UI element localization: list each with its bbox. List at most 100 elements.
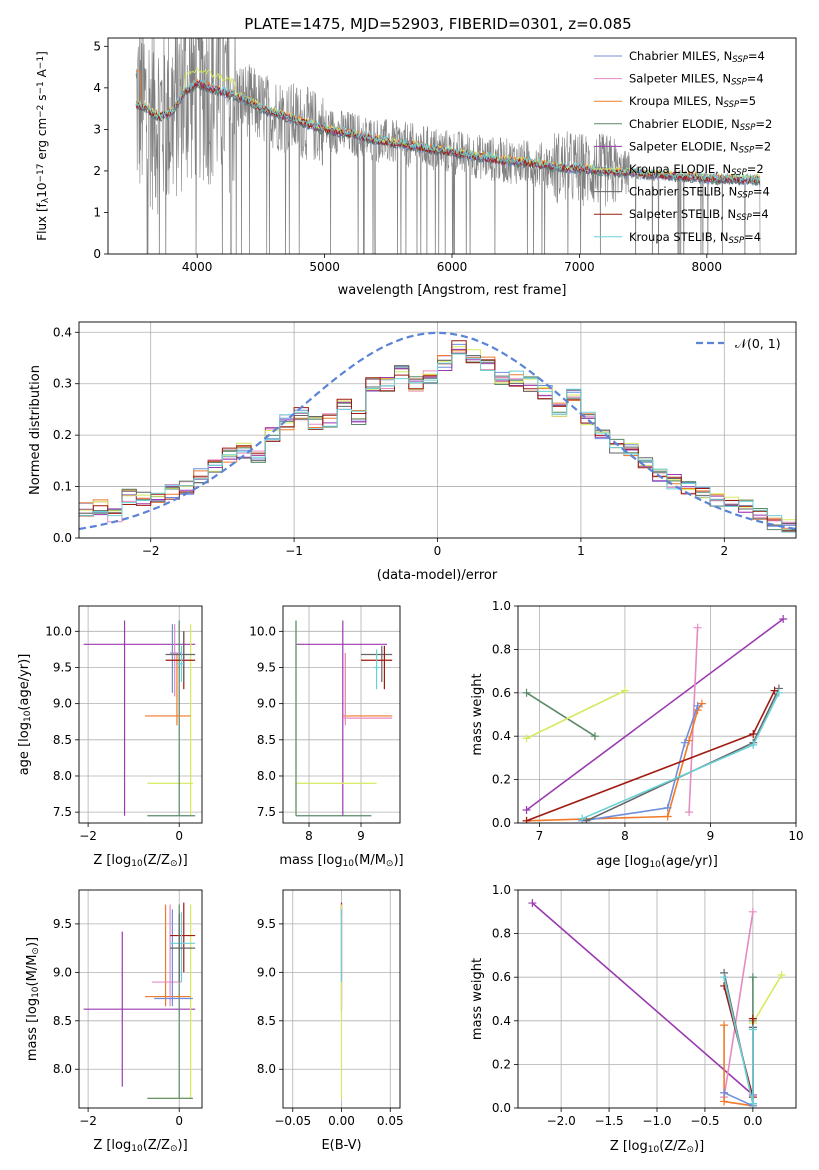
axes-border: [78, 889, 203, 1109]
x-tick-label: 0.00: [328, 1114, 355, 1128]
y-tick-label: 0.1: [53, 480, 72, 494]
weight-marker: [620, 686, 629, 695]
axes-frame: −2 −1 0 1 2 0.0 0.1 0.2 0.3 0.4 (data-model)/error…: [28, 321, 797, 583]
x-tick-label: 4000: [182, 260, 213, 274]
grid: [79, 322, 796, 539]
age_vs_Z-axes: −2 07.58.08.59.09.510.0Z [log10(Z/Z⊙)]age…: [17, 605, 203, 869]
weight-marker: [685, 736, 694, 745]
x-tick-label: −1.0: [642, 1114, 671, 1128]
legend-sub: SSP: [732, 55, 748, 65]
y-tick-label: 0.2: [53, 428, 72, 442]
plot-area: [522, 615, 788, 823]
label-part: A: [35, 68, 49, 81]
x-tick-label: 0: [175, 829, 183, 843]
label-part: age [log: [596, 854, 649, 869]
weight-marker: [578, 814, 587, 823]
axes-border: [517, 889, 797, 1109]
y-tick-label: 8.5: [53, 733, 72, 747]
y-tick-label: 3: [93, 122, 101, 136]
axes-frame: −2 08.08.59.09.5Z [log10(Z/Z⊙)]mass [log1…: [25, 889, 203, 1154]
x-axis-label: age [log10(age/yr)]: [596, 854, 718, 870]
legend-value: =2: [747, 162, 764, 176]
weight-marker: [697, 699, 706, 708]
weight_vs_Z-axes: −2.0 −1.5 −1.0 −0.5 0.0 0.0 0.2 0.4 0.6 0.8 1.0 Z […: [470, 883, 797, 1155]
y-tick-label: 1: [93, 205, 101, 219]
legend-text: Chabrier MILES, N: [629, 49, 732, 63]
y-tick-label: 0.6: [492, 686, 511, 700]
legend-sub: SSP: [740, 123, 756, 133]
axes-border: [282, 605, 401, 824]
label-part: ]: [35, 51, 49, 56]
label-part: −2: [36, 105, 46, 118]
plot-area: [295, 620, 393, 817]
plot-area: [83, 620, 196, 817]
figure-title: PLATE=1475, MJD=52903, FIBERID=0301, z=0…: [244, 15, 631, 33]
x-axis-label: E(B-V): [321, 1138, 361, 1153]
x-tick-label: −2.0: [547, 1114, 576, 1128]
legend-text: Chabrier STELIB, N: [629, 185, 737, 199]
age_vs_mass-axes: 8 9 7.5 8.0 8.5 9.0 9.5 10.0 mass [log10(M/M⊙)]: [249, 605, 404, 869]
label-part: )]: [178, 853, 188, 868]
y-tick-label: 9.0: [53, 965, 72, 979]
axes-border: [517, 605, 797, 824]
weight-line-kroupa-elodie: [752, 974, 783, 1024]
y-tick-label: 0.4: [492, 729, 511, 743]
legend-text: Salpeter STELIB, N: [629, 207, 736, 221]
y-axis-label: Normed distribution: [28, 365, 43, 495]
label-part: ⊙: [31, 947, 41, 955]
y-tick-label: 0.8: [492, 642, 511, 656]
legend-value: =4: [747, 72, 764, 86]
label-part: Flux [f: [35, 202, 49, 240]
weight-marker: [748, 1025, 757, 1034]
legend-text: Kroupa ELODIE, N: [629, 162, 731, 176]
legend-entry: Salpeter MILES, NSSP=4: [629, 72, 764, 88]
plot-area: [528, 899, 786, 1108]
y-tick-label: 0.0: [492, 1101, 511, 1115]
weight-line-chabrier-stelib: [586, 688, 780, 822]
legend-text: Salpeter MILES, N: [629, 72, 731, 86]
x-axis-label: (data-model)/error: [377, 568, 498, 583]
weight-marker: [748, 1014, 757, 1023]
histogram-chabrier-miles: [79, 343, 796, 527]
legend-text: Salpeter ELODIE, N: [629, 139, 739, 153]
y-tick-label: 0: [93, 247, 101, 261]
y-tick-label: 8.5: [257, 1014, 276, 1028]
plot-area: [135, 38, 761, 254]
y-tick-label: 7.5: [257, 805, 276, 819]
x-tick-label: 6000: [437, 260, 468, 274]
x-axis-label: Z [log10(Z/Z⊙)]: [93, 1138, 187, 1154]
histogram-salpeter-stelib: [79, 340, 796, 532]
weight-marker: [522, 805, 531, 814]
x-tick-label: 0.0: [743, 1114, 762, 1128]
legend-entry: Chabrier MILES, NSSP=4: [629, 49, 765, 65]
label-part: age/yr: [17, 663, 32, 705]
legend-value: =4: [752, 207, 769, 221]
histogram-kroupa-elodie: [79, 346, 796, 529]
weight-marker: [748, 973, 757, 982]
label-part: )]: [178, 1138, 188, 1153]
weight-line-kroupa-stelib: [723, 977, 754, 1104]
legend-entry: Salpeter ELODIE, NSSP=2: [629, 139, 771, 155]
weight-marker: [774, 688, 783, 697]
weight-marker: [720, 973, 729, 982]
legend-sub: SSP: [739, 146, 755, 156]
weight-marker: [748, 1099, 757, 1108]
x-tick-label: −2: [79, 1114, 97, 1128]
legend-entry: Salpeter STELIB, NSSP=4: [629, 207, 769, 223]
weight-line-salpeter-elodie: [531, 902, 754, 1096]
y-tick-label: 0.3: [53, 377, 72, 391]
x-tick-label: 2: [720, 544, 728, 558]
y-tick-label: 4: [93, 81, 101, 95]
grid: [518, 889, 796, 1109]
model-curve-kroupa-stelib: [135, 79, 761, 183]
model-curve-chabrier-stelib: [135, 81, 761, 187]
y-tick-label: 5: [93, 39, 101, 53]
label-part: 10: [131, 859, 143, 869]
x-tick-label: 10: [788, 829, 803, 843]
y-tick-label: 0.8: [492, 927, 511, 941]
weight-marker: [522, 734, 531, 743]
y-tick-label: 0.0: [492, 816, 511, 830]
mass_vs_ebv-axes: −0.05 0.00 0.05 8.0 8.5 9.0 9.5 E(B-V): [257, 889, 404, 1153]
